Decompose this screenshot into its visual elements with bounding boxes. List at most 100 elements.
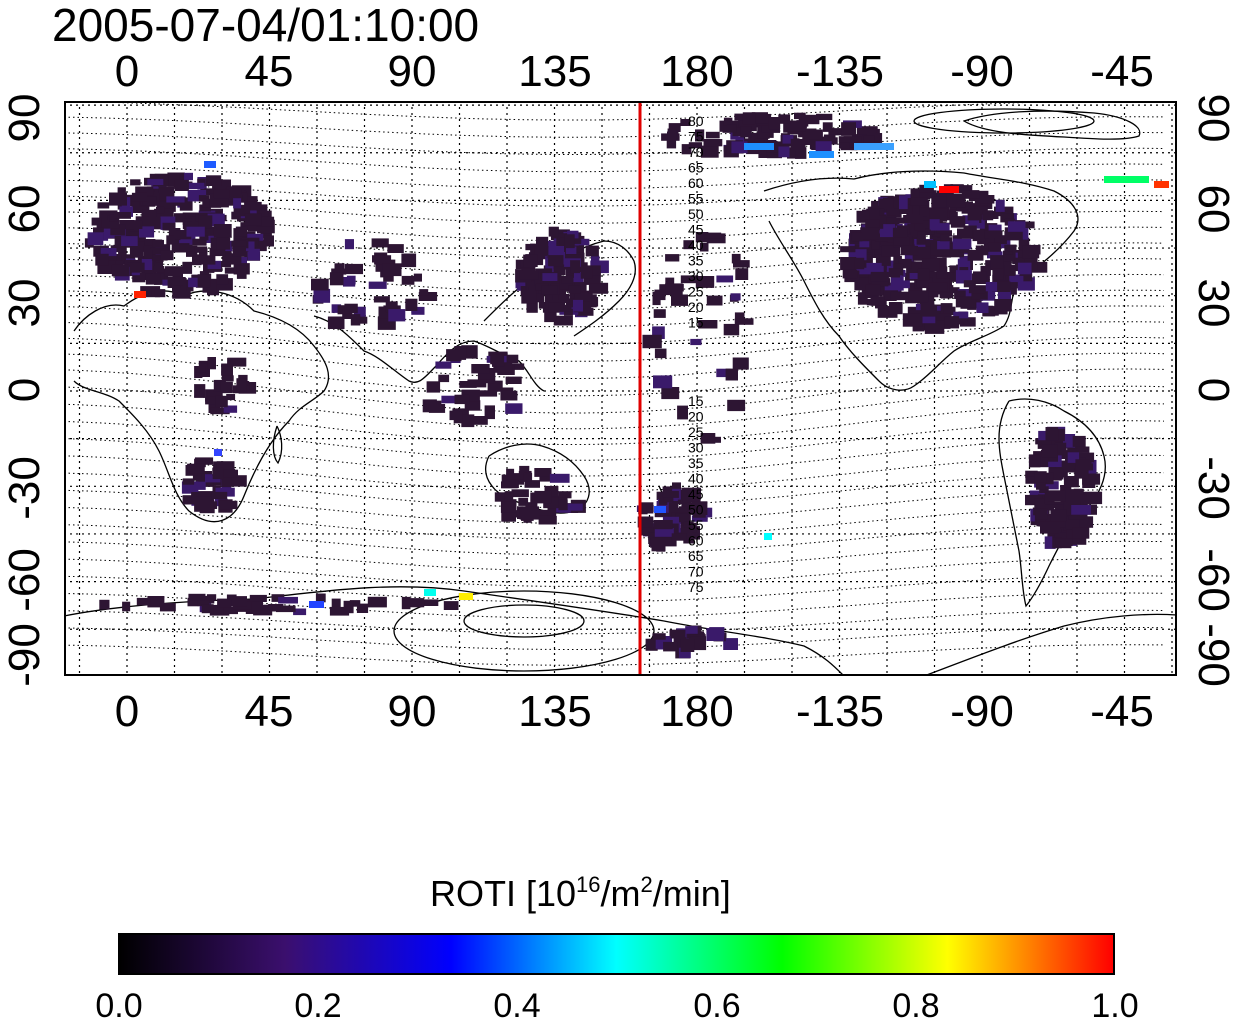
roti-cell [568, 285, 581, 294]
roti-cell [122, 601, 131, 612]
roti-cell [920, 303, 935, 318]
roti-cell [703, 139, 723, 147]
roti-cell [680, 119, 691, 126]
roti-cell [1003, 254, 1013, 262]
roti-cell [350, 314, 361, 326]
roti-cell [838, 136, 853, 143]
roti-cell [247, 248, 260, 261]
roti-cell [967, 209, 980, 221]
roti-cell [209, 247, 226, 257]
roti-cell [1071, 505, 1091, 515]
roti-cell [888, 302, 903, 315]
roti-cell [558, 491, 572, 499]
roti-cell [870, 271, 889, 282]
roti-cell [245, 241, 255, 252]
roti-cell [523, 254, 538, 267]
roti-cell [899, 204, 913, 214]
magnetic-latitude-contour [64, 101, 1165, 121]
roti-cell [748, 132, 763, 144]
roti-cell [315, 593, 326, 603]
roti-cell [732, 127, 743, 137]
roti-cell [858, 268, 869, 283]
roti-cell [957, 228, 973, 239]
roti-cell [216, 237, 231, 250]
roti-cell [154, 289, 166, 298]
roti-cell [418, 292, 438, 301]
roti-cell [349, 600, 361, 607]
roti-cell [667, 128, 677, 141]
roti-cell [997, 258, 1012, 270]
roti-cell [192, 256, 202, 266]
maglat-label-south: 45 [688, 486, 704, 502]
roti-cell [329, 606, 350, 616]
timestamp-title: 2005-07-04/01:10:00 [52, 0, 480, 51]
roti-cell [534, 276, 553, 287]
magnetic-latitude-contour [64, 644, 1165, 666]
roti-cell [139, 226, 155, 238]
roti-cell [863, 254, 872, 262]
roti-cell [213, 224, 232, 238]
roti-cell [159, 603, 176, 612]
roti-cell [142, 196, 157, 205]
roti-cell [411, 306, 425, 315]
roti-cell [730, 293, 741, 301]
roti-cell [668, 502, 679, 517]
roti-cell [356, 603, 369, 613]
roti-cell [1025, 494, 1043, 506]
left-lat-tick: 0 [0, 377, 49, 403]
magnetic-latitude-contour [64, 575, 1165, 603]
roti-cell [233, 204, 251, 217]
roti-cell [851, 232, 863, 242]
roti-cell [653, 309, 666, 318]
coastline-madagascar [272, 425, 283, 465]
roti-cell [1054, 532, 1073, 542]
bottom-lon-tick: -45 [1090, 687, 1154, 736]
roti-cell [883, 224, 895, 235]
left-lat-tick: 30 [0, 278, 49, 328]
roti-cell [278, 596, 298, 604]
roti-cell [723, 117, 733, 129]
roti-high-cell [744, 143, 774, 150]
roti-cell [1075, 459, 1092, 471]
roti-cell [413, 273, 422, 282]
roti-cell [758, 150, 776, 158]
roti-cell [683, 240, 694, 250]
roti-cell [521, 290, 537, 304]
roti-cell [716, 368, 731, 378]
roti-cell [955, 270, 972, 284]
magnetic-latitude-contour [64, 558, 1165, 587]
roti-cell [426, 381, 441, 393]
roti-cell [221, 375, 234, 382]
roti-cell [251, 601, 263, 611]
colorbar-tick: 0.2 [294, 987, 342, 1025]
maglat-label-north: 45 [688, 222, 704, 238]
roti-cell [519, 465, 530, 474]
roti-cell [558, 499, 568, 511]
roti-cell [678, 647, 691, 659]
roti-cell [263, 235, 274, 247]
roti-cell [899, 195, 908, 210]
roti-cell [979, 223, 998, 234]
roti-cell [192, 238, 207, 246]
roti-cell [150, 247, 169, 255]
roti-cell [1034, 471, 1047, 483]
roti-cell [666, 138, 677, 149]
magnetic-latitude-contour [64, 454, 1165, 493]
roti-cell [583, 275, 600, 284]
maglat-label-south: 50 [688, 502, 704, 518]
roti-high-cell [459, 593, 473, 600]
roti-cell [461, 414, 475, 428]
roti-cell [664, 537, 676, 546]
roti-cell [940, 234, 950, 242]
roti-cell [220, 469, 238, 478]
maglat-label-north: 65 [688, 160, 704, 176]
roti-cell [1038, 430, 1052, 441]
roti-cell [331, 304, 342, 313]
roti-cell [231, 240, 247, 247]
magnetic-latitude-contour [64, 489, 1165, 524]
roti-cell [166, 196, 185, 203]
roti-cell [706, 628, 725, 641]
roti-cell [994, 299, 1012, 312]
roti-cell [201, 604, 214, 614]
maglat-label-north: 55 [688, 191, 704, 207]
